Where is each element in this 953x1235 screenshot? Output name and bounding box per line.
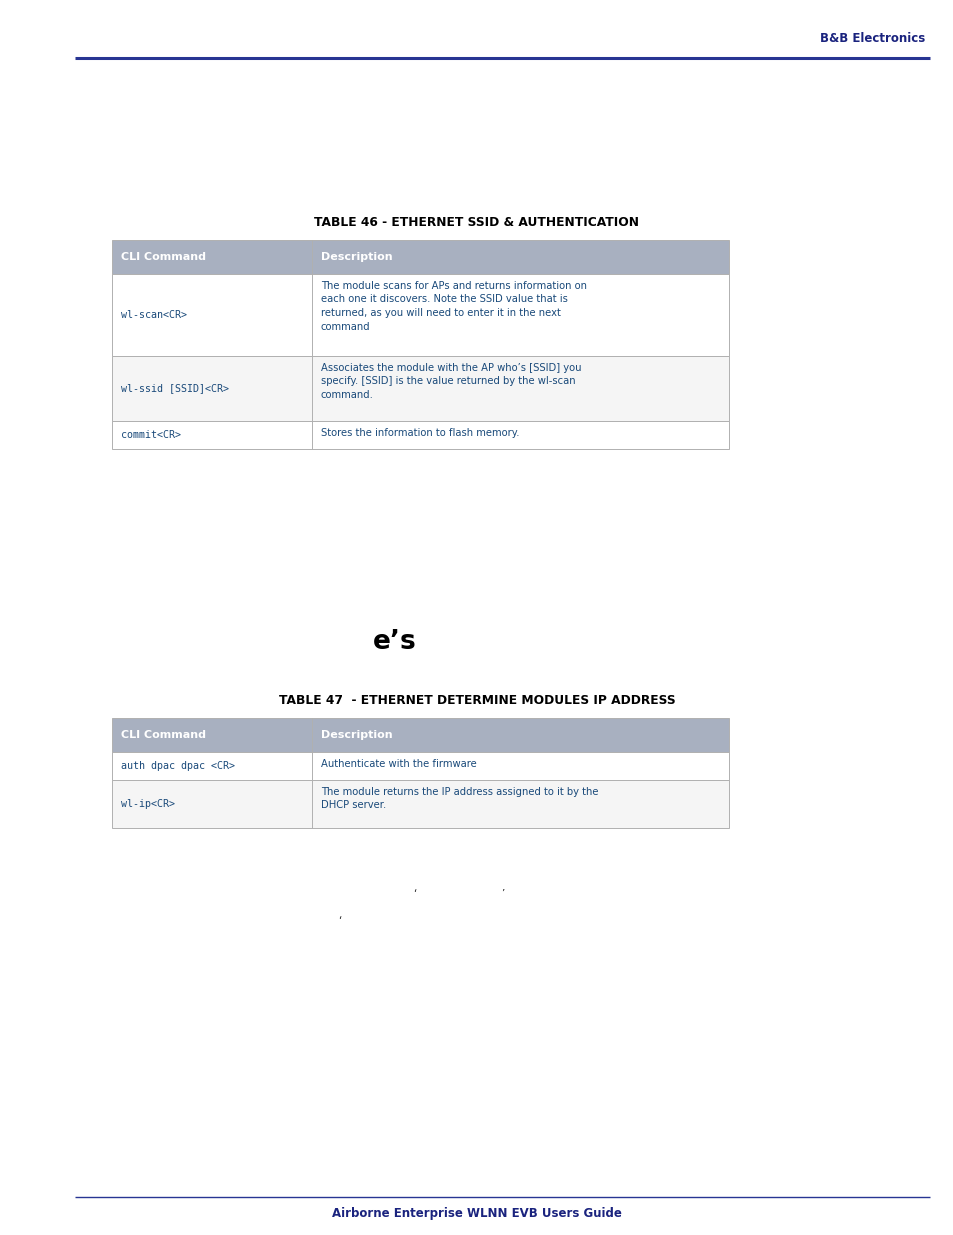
Text: The module returns the IP address assigned to it by the: The module returns the IP address assign… bbox=[320, 787, 598, 797]
Bar bbox=[112, 752, 728, 781]
Text: TABLE 47  - ETHERNET DETERMINE MODULES IP ADDRESS: TABLE 47 - ETHERNET DETERMINE MODULES IP… bbox=[278, 694, 675, 706]
Text: commit<CR>: commit<CR> bbox=[121, 430, 181, 440]
Text: CLI Command: CLI Command bbox=[121, 252, 206, 262]
Bar bbox=[112, 718, 728, 752]
Bar bbox=[112, 421, 728, 450]
Text: CLI Command: CLI Command bbox=[121, 730, 206, 740]
Text: Associates the module with the AP who’s [SSID] you: Associates the module with the AP who’s … bbox=[320, 363, 581, 373]
Text: ‘: ‘ bbox=[338, 915, 341, 925]
Text: wl-scan<CR>: wl-scan<CR> bbox=[121, 310, 187, 320]
Bar bbox=[112, 240, 728, 274]
Text: returned, as you will need to enter it in the next: returned, as you will need to enter it i… bbox=[320, 308, 560, 317]
Bar bbox=[112, 274, 728, 356]
Text: B&B Electronics: B&B Electronics bbox=[819, 32, 924, 44]
Text: each one it discovers. Note the SSID value that is: each one it discovers. Note the SSID val… bbox=[320, 294, 567, 305]
Bar bbox=[112, 356, 728, 421]
Text: command: command bbox=[320, 321, 370, 331]
Text: TABLE 46 - ETHERNET SSID & AUTHENTICATION: TABLE 46 - ETHERNET SSID & AUTHENTICATIO… bbox=[314, 215, 639, 228]
Text: Airborne Enterprise WLNN EVB Users Guide: Airborne Enterprise WLNN EVB Users Guide bbox=[332, 1207, 621, 1219]
Bar bbox=[112, 781, 728, 827]
Text: wl-ip<CR>: wl-ip<CR> bbox=[121, 799, 174, 809]
Text: The module scans for APs and returns information on: The module scans for APs and returns inf… bbox=[320, 282, 586, 291]
Text: Authenticate with the firmware: Authenticate with the firmware bbox=[320, 760, 476, 769]
Text: e’s: e’s bbox=[373, 629, 416, 655]
Text: wl-ssid [SSID]<CR>: wl-ssid [SSID]<CR> bbox=[121, 384, 229, 394]
Text: specify. [SSID] is the value returned by the wl-scan: specify. [SSID] is the value returned by… bbox=[320, 377, 575, 387]
Text: Description: Description bbox=[320, 730, 393, 740]
Text: Description: Description bbox=[320, 252, 393, 262]
Text: command.: command. bbox=[320, 390, 374, 400]
Text: ‘                          ’: ‘ ’ bbox=[414, 889, 505, 899]
Text: auth dpac dpac <CR>: auth dpac dpac <CR> bbox=[121, 761, 234, 771]
Text: DHCP server.: DHCP server. bbox=[320, 800, 386, 810]
Text: Stores the information to flash memory.: Stores the information to flash memory. bbox=[320, 429, 519, 438]
